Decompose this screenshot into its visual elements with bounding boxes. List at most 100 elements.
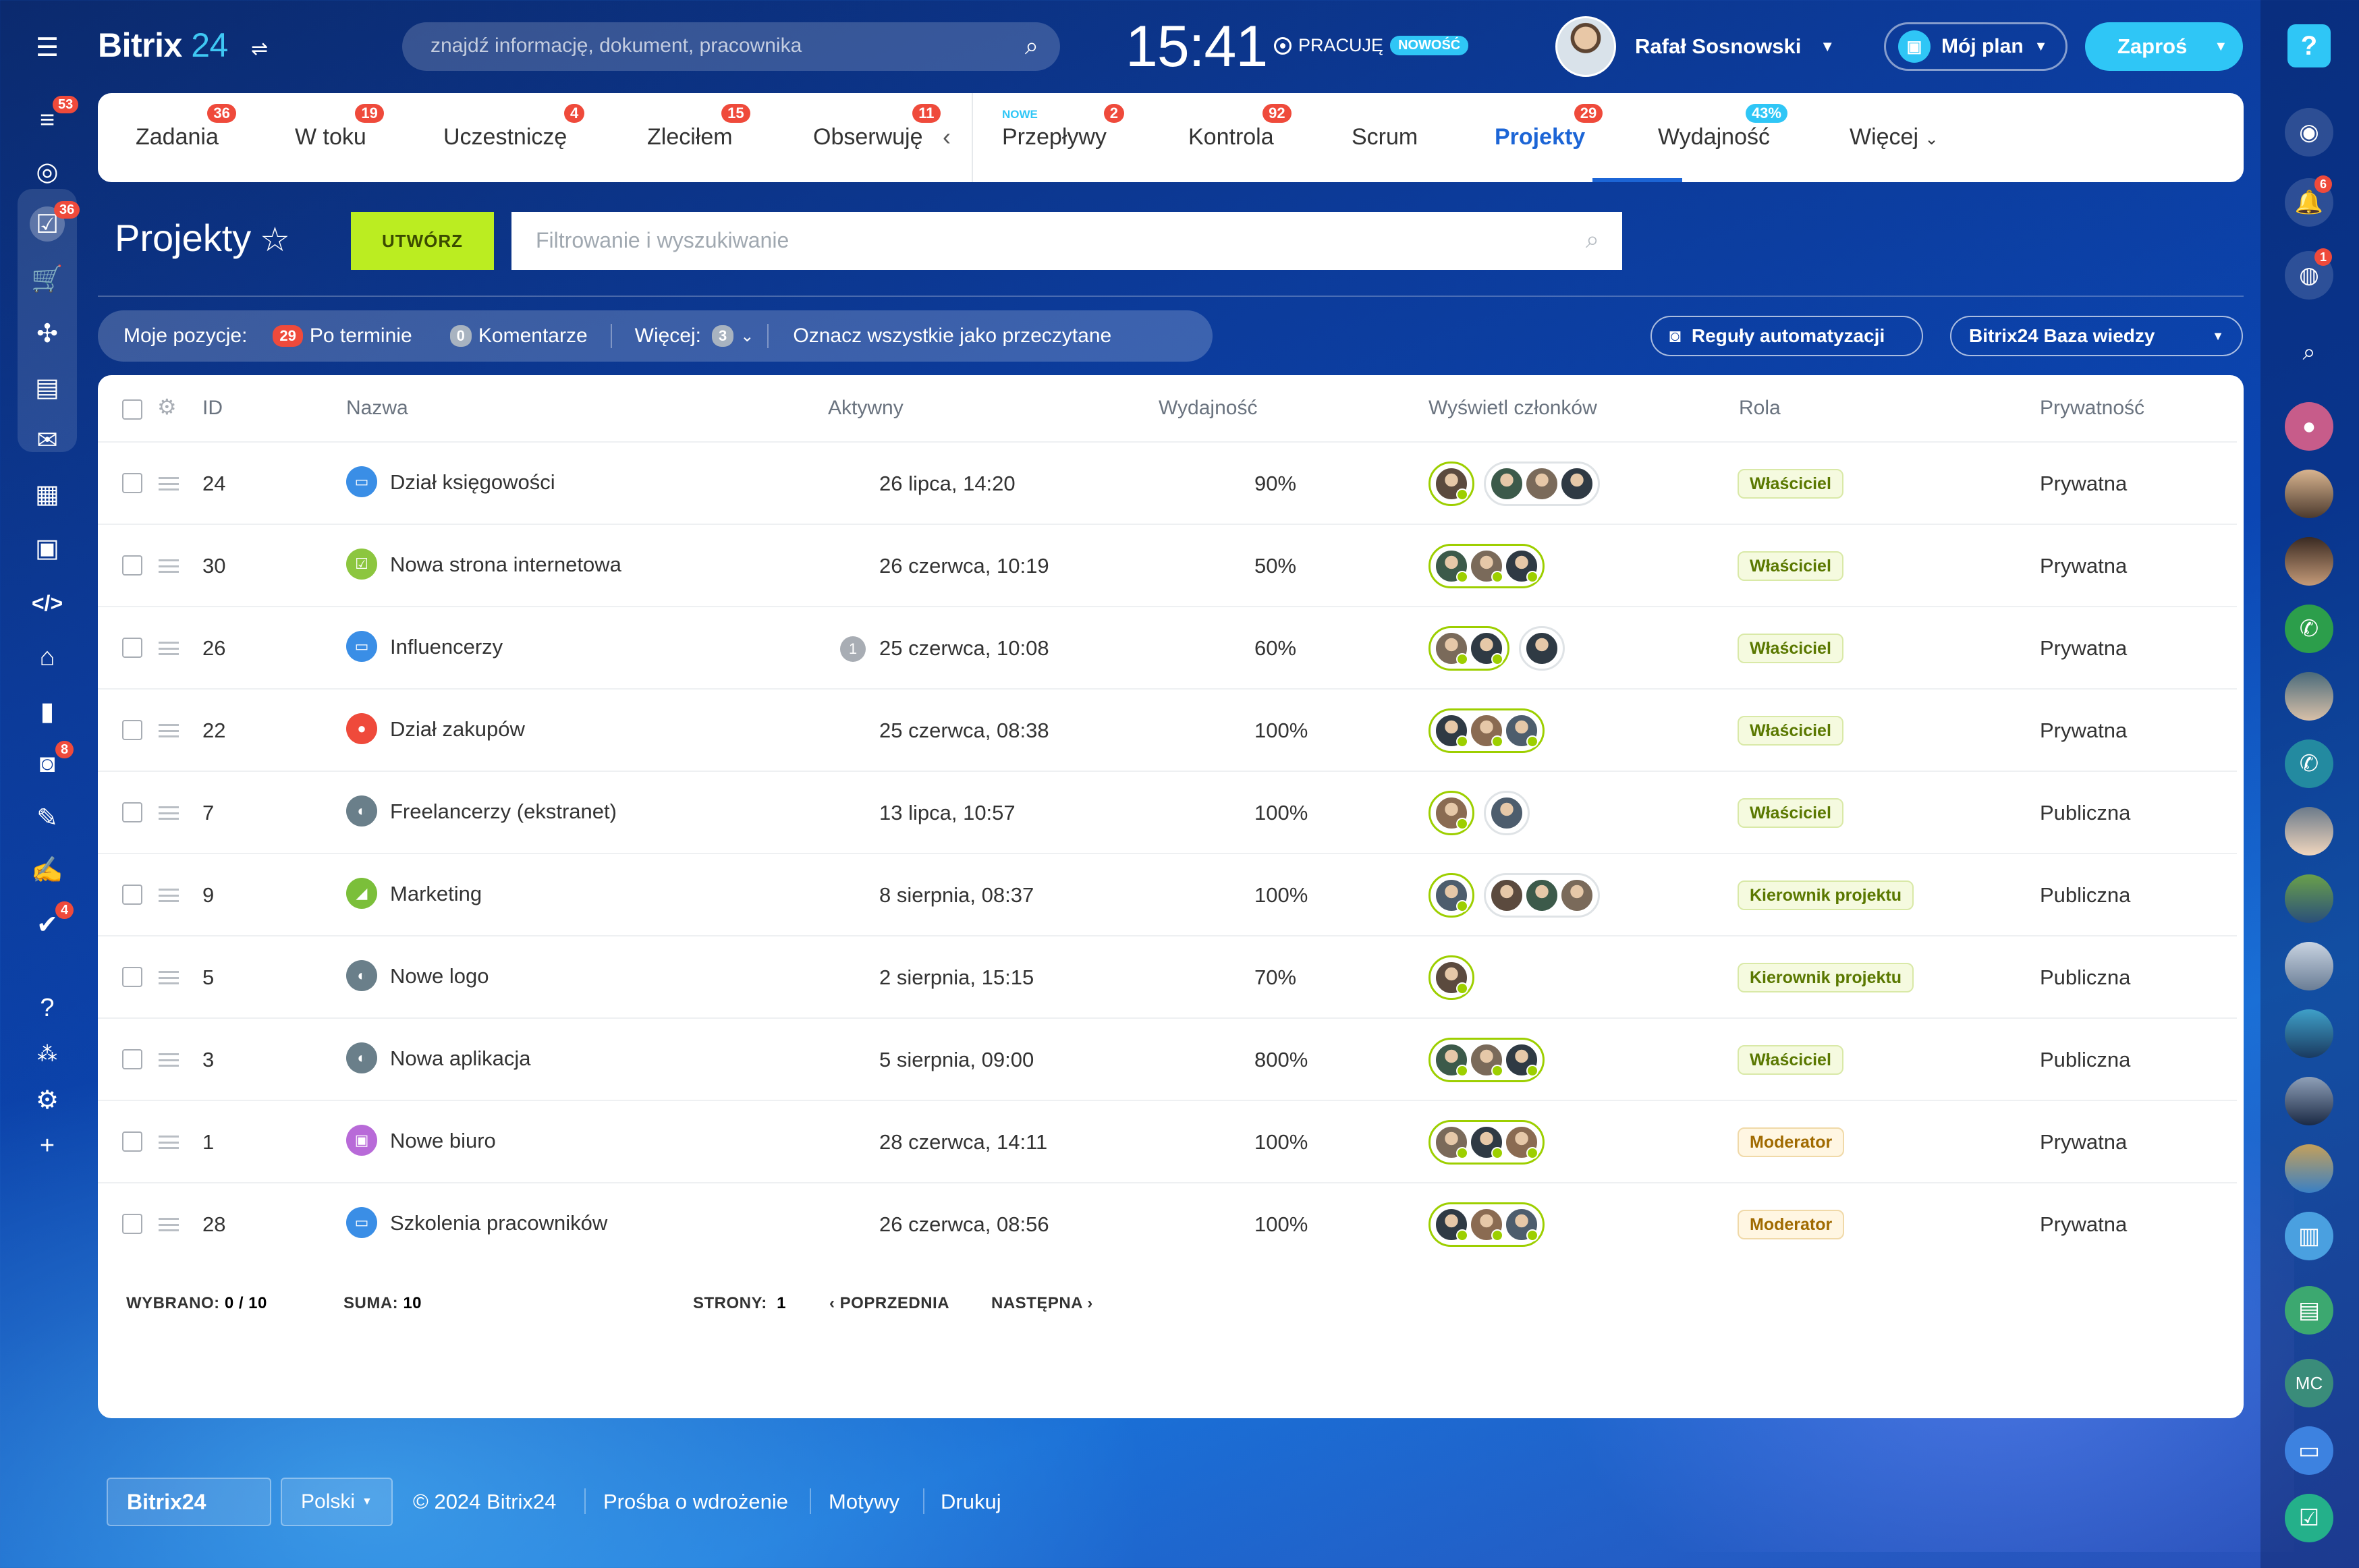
project-name-link[interactable]: Nowa strona internetowa xyxy=(390,553,621,576)
project-name-link[interactable]: Dział zakupów xyxy=(390,717,525,741)
settings-sliders-icon[interactable]: ⇌ xyxy=(251,38,269,60)
row-checkbox[interactable] xyxy=(122,967,142,987)
member-avatar[interactable] xyxy=(1505,1208,1538,1241)
project-name-link[interactable]: Marketing xyxy=(390,882,482,905)
contact-avatar[interactable] xyxy=(2285,470,2333,518)
calendar-icon[interactable]: ▦ xyxy=(35,480,59,509)
table-row[interactable]: 24 ▭ Dział księgowości 26 lipca, 14:20 90% Wł… xyxy=(98,441,2237,524)
feed-icon[interactable]: ≡ 53 xyxy=(30,96,79,138)
filter-search-input[interactable]: Filtrowanie i wyszukiwanie ⌕ xyxy=(511,212,1622,270)
drag-handle-icon[interactable] xyxy=(159,477,179,491)
project-name-link[interactable]: Nowe logo xyxy=(390,964,489,988)
table-row[interactable]: 28 ▭ Szkolenia pracowników 26 czerwca, 08:5… xyxy=(98,1182,2237,1264)
member-avatar[interactable] xyxy=(1470,549,1503,583)
member-avatar[interactable] xyxy=(1435,714,1468,748)
work-status[interactable]: PRACUJĘ NOWOŚĆ xyxy=(1274,35,1469,56)
members-list[interactable] xyxy=(1428,461,1600,506)
row-checkbox[interactable] xyxy=(122,1049,142,1069)
members-list[interactable] xyxy=(1428,1120,1545,1165)
search-icon[interactable]: ⌕ xyxy=(1024,32,1038,59)
more-label[interactable]: Więcej: xyxy=(634,325,701,347)
drag-handle-icon[interactable] xyxy=(159,971,179,984)
chevron-left-icon[interactable]: ‹ xyxy=(943,123,951,150)
drag-handle-icon[interactable] xyxy=(159,1053,179,1067)
members-list[interactable] xyxy=(1428,708,1545,753)
members-list[interactable] xyxy=(1428,873,1600,918)
knowledge-base-button[interactable]: Bitrix24 Baza wiedzy ▼ xyxy=(1950,316,2243,356)
group-avatar[interactable] xyxy=(2285,1009,2333,1058)
members-list[interactable] xyxy=(1428,626,1565,671)
contact-avatar[interactable] xyxy=(2285,807,2333,856)
table-row[interactable]: 7 ◐ Freelancerzy (ekstranet) 13 lipca, 10:5… xyxy=(98,771,2237,853)
members-list[interactable] xyxy=(1428,1202,1545,1247)
robot-icon[interactable]: ◙ 8 xyxy=(30,741,74,781)
column-privacy[interactable]: Prywatność xyxy=(2040,397,2145,419)
phone-icon[interactable]: ✆ xyxy=(2285,739,2333,788)
analytics-icon[interactable]: ▮ xyxy=(40,697,55,726)
footer-link-themes[interactable]: Motywy xyxy=(829,1490,900,1513)
member-group[interactable] xyxy=(1484,873,1600,918)
overdue-filter[interactable]: Po terminie xyxy=(309,325,412,347)
tab-wydajnosc[interactable]: Wydajność 43% xyxy=(1658,104,1787,150)
structure-icon[interactable]: ⁂ xyxy=(37,1042,57,1065)
member-group[interactable] xyxy=(1428,791,1474,835)
overdue-count[interactable]: 29 xyxy=(273,325,303,347)
user-menu[interactable]: Rafał Sosnowski ▼ xyxy=(1555,16,1835,77)
members-list[interactable] xyxy=(1428,1038,1545,1082)
drag-handle-icon[interactable] xyxy=(159,1218,179,1231)
sign-icon[interactable]: ✍ xyxy=(31,856,63,885)
brand-logo[interactable]: Bitrix 24 xyxy=(98,26,228,65)
plus-icon[interactable]: + xyxy=(39,1131,55,1160)
member-avatar[interactable] xyxy=(1505,714,1538,748)
column-name[interactable]: Nazwa xyxy=(346,397,408,419)
help-circle-icon[interactable]: ? xyxy=(40,993,55,1022)
member-group[interactable] xyxy=(1428,1202,1545,1247)
member-group[interactable] xyxy=(1428,1120,1545,1165)
project-name-link[interactable]: Nowa aplikacja xyxy=(390,1046,531,1070)
mail-icon[interactable]: ✉ xyxy=(36,426,58,455)
tab-uczestnicze[interactable]: Uczestniczę 4 xyxy=(443,104,585,150)
comment-counter[interactable]: 1 xyxy=(840,636,866,662)
invite-button[interactable]: Zaproś ▼ xyxy=(2085,22,2243,71)
tasks-icon[interactable]: ☑ 36 xyxy=(30,201,80,242)
column-members[interactable]: Wyświetl członków xyxy=(1428,397,1597,419)
project-name-link[interactable]: Nowe biuro xyxy=(390,1129,496,1152)
member-avatar[interactable] xyxy=(1560,878,1594,912)
member-avatar[interactable] xyxy=(1470,714,1503,748)
member-avatar[interactable] xyxy=(1470,1208,1503,1241)
project-name-link[interactable]: Dział księgowości xyxy=(390,470,555,494)
table-row[interactable]: 26 ▭ Influencerzy 1 25 czerwca, 10:08 60% Właś… xyxy=(98,606,2237,688)
row-checkbox[interactable] xyxy=(122,802,142,822)
table-row[interactable]: 9 ◢ Marketing 8 sierpnia, 08:37 100% Kierowni… xyxy=(98,853,2237,935)
member-avatar[interactable] xyxy=(1470,1125,1503,1159)
bell-icon[interactable]: 🔔 6 xyxy=(2285,175,2333,227)
tasks-check-icon[interactable]: ☑ xyxy=(2285,1494,2333,1542)
member-avatar[interactable] xyxy=(1435,961,1468,995)
create-button[interactable]: UTWÓRZ xyxy=(351,212,494,270)
member-avatar[interactable] xyxy=(1435,632,1468,665)
column-active[interactable]: Aktywny xyxy=(828,397,904,419)
tab-wiecej[interactable]: Więcej ⌄ xyxy=(1850,124,1939,150)
member-group[interactable] xyxy=(1428,873,1474,918)
member-avatar[interactable] xyxy=(1525,632,1559,665)
code-icon[interactable]: </> xyxy=(31,590,63,615)
row-checkbox[interactable] xyxy=(122,473,142,493)
target-icon[interactable]: ◎ xyxy=(36,157,59,186)
group-avatar[interactable] xyxy=(2285,1077,2333,1125)
table-row[interactable]: 22 ● Dział zakupów 25 czerwca, 08:38 100% Wła… xyxy=(98,688,2237,771)
member-group[interactable] xyxy=(1519,626,1565,671)
global-search[interactable]: znajdź informację, dokument, pracownika ⌕ xyxy=(402,22,1060,71)
row-checkbox[interactable] xyxy=(122,1131,142,1152)
member-group[interactable] xyxy=(1428,544,1545,588)
member-group[interactable] xyxy=(1428,461,1474,506)
member-avatar[interactable] xyxy=(1435,796,1468,830)
contact-card-icon[interactable]: ▭ xyxy=(2285,1426,2333,1475)
project-name-link[interactable]: Influencerzy xyxy=(390,635,503,659)
row-checkbox[interactable] xyxy=(122,720,142,740)
contact-avatar[interactable] xyxy=(2285,537,2333,586)
footer-link-print[interactable]: Drukuj xyxy=(941,1490,1001,1513)
tab-scrum[interactable]: Scrum xyxy=(1352,124,1418,150)
table-row[interactable]: 1 ▣ Nowe biuro 28 czerwca, 14:11 100% Moderat… xyxy=(98,1100,2237,1182)
tab-obserwuje[interactable]: Obserwuję 11 xyxy=(813,104,941,150)
newspaper-icon[interactable]: ▤ xyxy=(2285,1286,2333,1335)
